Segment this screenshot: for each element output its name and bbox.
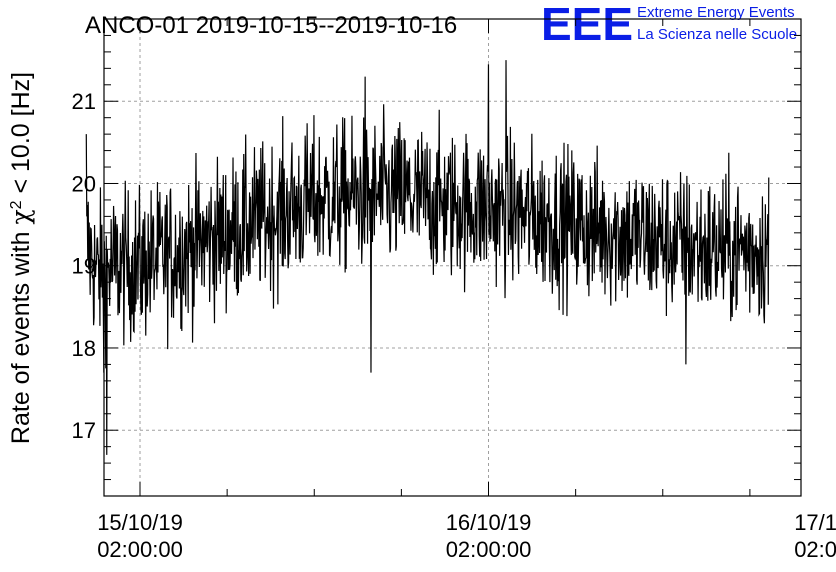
eee-logo-line1: Extreme Energy Events xyxy=(637,4,795,21)
y-tick-label: 19 xyxy=(72,254,96,279)
y-axis-label-superscript: 2 xyxy=(8,200,25,209)
y-axis-label-chi: χ xyxy=(6,209,35,224)
y-axis-label-suffix: < 10.0 [Hz] xyxy=(7,72,35,201)
series-line-event-rate xyxy=(85,60,770,455)
x-tick-label-date: 15/10/19 xyxy=(97,510,183,535)
x-tick-label-time: 02:00:00 xyxy=(794,537,836,562)
grid-layer xyxy=(104,19,801,496)
y-tick-label: 18 xyxy=(72,336,96,361)
y-tick-label: 20 xyxy=(72,171,96,196)
y-tick-label: 17 xyxy=(72,418,96,443)
axis-layer xyxy=(103,18,802,497)
series-layer xyxy=(85,60,770,455)
x-tick-label-time: 02:00:00 xyxy=(97,537,183,562)
x-tick-label-date: 16/10/19 xyxy=(446,510,532,535)
y-tick-label: 21 xyxy=(72,89,96,114)
x-tick-label-date: 17/10/19 xyxy=(794,510,836,535)
y-axis-label-prefix: Rate of events with xyxy=(7,225,35,445)
x-tick-label-time: 02:00:00 xyxy=(446,537,532,562)
eee-logo: EEE Extreme Energy Events La Scienza nel… xyxy=(541,0,797,50)
y-axis-label: Rate of events with χ2 < 10.0 [Hz] xyxy=(6,72,35,444)
plot-frame xyxy=(103,18,802,497)
chart-title: ANCO-01 2019-10-15--2019-10-16 xyxy=(85,12,457,39)
eee-logo-line2: La Scienza nelle Scuole xyxy=(637,26,797,43)
tick-label-layer: 171819202115/10/1902:00:0016/10/1902:00:… xyxy=(72,89,836,562)
eee-logo-mark: EEE xyxy=(541,0,633,50)
